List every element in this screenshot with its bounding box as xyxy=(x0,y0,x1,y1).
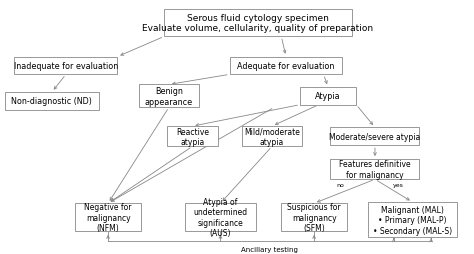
FancyBboxPatch shape xyxy=(300,88,356,105)
Text: Adequate for evaluation: Adequate for evaluation xyxy=(237,62,335,71)
FancyBboxPatch shape xyxy=(5,93,99,110)
FancyBboxPatch shape xyxy=(230,57,342,75)
Text: yes: yes xyxy=(393,182,404,187)
Text: Reactive
atypia: Reactive atypia xyxy=(176,127,209,146)
FancyBboxPatch shape xyxy=(138,85,200,108)
Text: Atypia of
undetermined
significance
(AUS): Atypia of undetermined significance (AUS… xyxy=(193,197,247,237)
Text: Moderate/severe atypia: Moderate/severe atypia xyxy=(329,132,420,141)
Text: no: no xyxy=(336,182,344,187)
FancyBboxPatch shape xyxy=(75,203,141,231)
Text: Mild/moderate
atypia: Mild/moderate atypia xyxy=(244,127,300,146)
Text: Features definitive
for malignancy: Features definitive for malignancy xyxy=(339,160,411,179)
Text: Benign
appearance: Benign appearance xyxy=(145,87,193,106)
Text: Inadequate for evaluation: Inadequate for evaluation xyxy=(14,62,118,71)
Text: Negative for
malignancy
(NFM): Negative for malignancy (NFM) xyxy=(84,202,132,232)
Text: Serous fluid cytology specimen
Evaluate volume, cellularity, quality of preparat: Serous fluid cytology specimen Evaluate … xyxy=(142,14,374,33)
Text: Malignant (MAL)
• Primary (MAL-P)
• Secondary (MAL-S): Malignant (MAL) • Primary (MAL-P) • Seco… xyxy=(373,205,452,235)
Text: Suspicious for
malignancy
(SFM): Suspicious for malignancy (SFM) xyxy=(287,202,341,232)
Text: Non-diagnostic (ND): Non-diagnostic (ND) xyxy=(11,97,92,106)
FancyBboxPatch shape xyxy=(166,127,218,147)
FancyBboxPatch shape xyxy=(282,203,347,231)
FancyBboxPatch shape xyxy=(164,9,352,37)
FancyBboxPatch shape xyxy=(368,202,457,237)
Text: Ancillary testing: Ancillary testing xyxy=(241,246,298,252)
FancyBboxPatch shape xyxy=(14,57,118,75)
FancyBboxPatch shape xyxy=(185,203,255,231)
FancyBboxPatch shape xyxy=(242,127,302,147)
FancyBboxPatch shape xyxy=(330,128,419,146)
FancyBboxPatch shape xyxy=(330,160,419,180)
Text: Atypia: Atypia xyxy=(315,92,341,101)
